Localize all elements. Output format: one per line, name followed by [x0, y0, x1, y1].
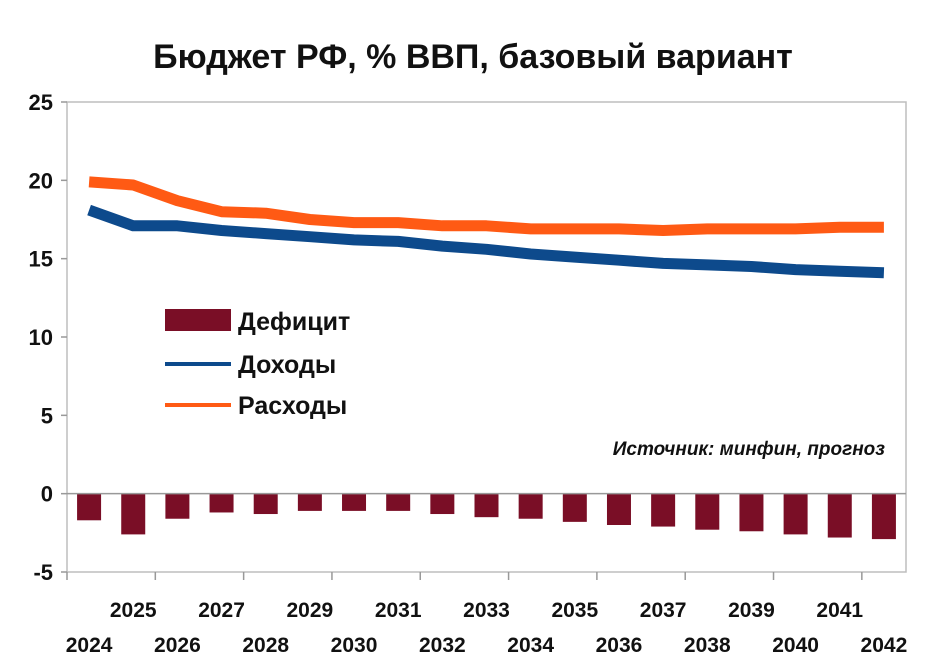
x-tick-label: 2028	[242, 634, 289, 657]
deficit-bar	[739, 493, 764, 532]
x-tick-label: 2041	[816, 599, 863, 622]
deficit-bar	[827, 493, 852, 538]
x-tick-label: 2035	[551, 599, 598, 622]
deficit-bar	[165, 493, 190, 519]
deficit-bar	[253, 493, 278, 515]
source-note: Источник: минфин, прогноз	[613, 439, 886, 460]
x-tick-label: 2033	[463, 599, 510, 622]
x-tick-label: 2040	[772, 634, 819, 657]
x-tick-label: 2027	[198, 599, 245, 622]
legend-label-expenses: Расходы	[238, 392, 347, 420]
deficit-bar	[209, 493, 234, 513]
y-tick-label: 15	[29, 247, 53, 272]
legend-label-deficit: Дефицит	[238, 308, 350, 336]
y-tick-label: 25	[29, 90, 53, 115]
deficit-bar	[474, 493, 499, 518]
x-tick-label: 2037	[640, 599, 687, 622]
x-tick-label: 2038	[684, 634, 731, 657]
deficit-bar	[386, 493, 411, 511]
x-tick-label: 2034	[507, 634, 554, 657]
x-tick-label: 2036	[596, 634, 643, 657]
y-tick-label: 5	[41, 403, 53, 428]
income-line	[87, 204, 885, 279]
series-lines	[87, 176, 885, 279]
legend: Дефицит Доходы Расходы	[165, 308, 350, 420]
x-tick-label: 2031	[375, 599, 422, 622]
y-tick-label: 0	[41, 482, 53, 507]
deficit-bar	[342, 493, 367, 511]
x-tick-label: 2025	[110, 599, 157, 622]
deficit-bar	[871, 493, 896, 540]
deficit-bar	[606, 493, 631, 525]
x-tick-label: 2024	[66, 634, 113, 657]
deficit-bar	[77, 493, 102, 521]
deficit-bar	[783, 493, 808, 535]
deficit-bars	[77, 493, 896, 540]
x-tick-label: 2042	[861, 634, 908, 657]
deficit-bar	[518, 493, 543, 519]
deficit-bar	[430, 493, 455, 515]
x-tick-label: 2032	[419, 634, 466, 657]
legend-label-income: Доходы	[238, 351, 336, 379]
chart-title: Бюджет РФ, % ВВП, базовый вариант	[153, 38, 793, 76]
axes: 25 20 15 10 5 0 -5 2024 2025 2026 2027 2028 2029 2030…	[29, 90, 908, 657]
deficit-bar	[562, 493, 587, 522]
x-tick-label: 2029	[287, 599, 334, 622]
y-tick-label: 10	[29, 325, 53, 350]
y-tick-label: -5	[33, 560, 53, 585]
expenses-line	[88, 176, 884, 236]
deficit-bar	[121, 493, 146, 535]
x-tick-label: 2030	[331, 634, 378, 657]
x-tick-label: 2026	[154, 634, 201, 657]
legend-swatch-deficit	[165, 309, 231, 331]
x-tick-label: 2039	[728, 599, 775, 622]
deficit-bar	[297, 493, 322, 511]
deficit-bar	[651, 493, 676, 527]
deficit-bar	[695, 493, 720, 530]
y-tick-label: 20	[29, 168, 53, 193]
